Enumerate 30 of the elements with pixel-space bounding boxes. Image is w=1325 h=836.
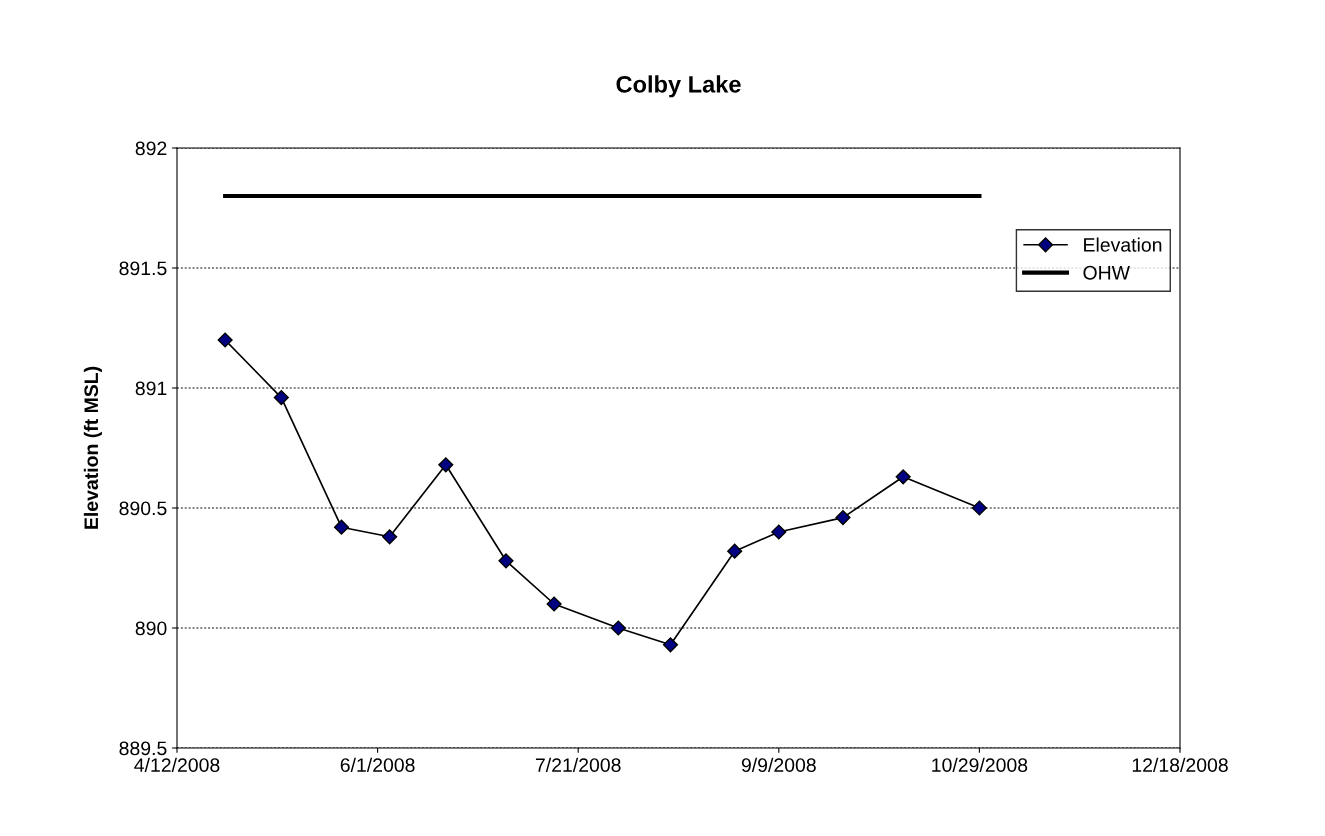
point <box>895 469 911 485</box>
chart-title: Colby Lake <box>616 75 741 98</box>
point <box>273 390 289 406</box>
point <box>546 596 562 612</box>
point <box>727 543 743 559</box>
point <box>382 529 398 545</box>
y-tick-label: 890.5 <box>119 501 167 516</box>
legend-label: Elevation <box>1084 237 1162 252</box>
point <box>771 524 787 540</box>
y-tick-label: 892 <box>135 141 167 156</box>
point <box>498 553 514 569</box>
point <box>835 510 851 526</box>
x-tick-label: 12/18/2008 <box>1132 757 1228 772</box>
x-tick-label: 10/29/2008 <box>932 757 1028 772</box>
x-tick-label: 9/9/2008 <box>741 757 816 772</box>
y-tick-label: 891.5 <box>119 261 167 276</box>
point <box>217 332 233 348</box>
point <box>333 519 350 535</box>
point <box>438 457 454 473</box>
x-tick-label: 7/21/2008 <box>535 757 621 772</box>
point <box>662 637 679 653</box>
point <box>610 620 626 636</box>
y-tick-label: 889.5 <box>119 741 167 756</box>
y-tick-label: 890 <box>135 621 167 636</box>
y-tick-label: 891 <box>135 381 167 396</box>
point <box>971 500 987 516</box>
legend-label: OHW <box>1083 265 1130 280</box>
x-tick-label: 4/12/2008 <box>134 757 220 772</box>
y-axis-title: Elevation (ft MSL) <box>83 366 102 529</box>
x-tick-label: 6/1/2008 <box>340 757 415 772</box>
